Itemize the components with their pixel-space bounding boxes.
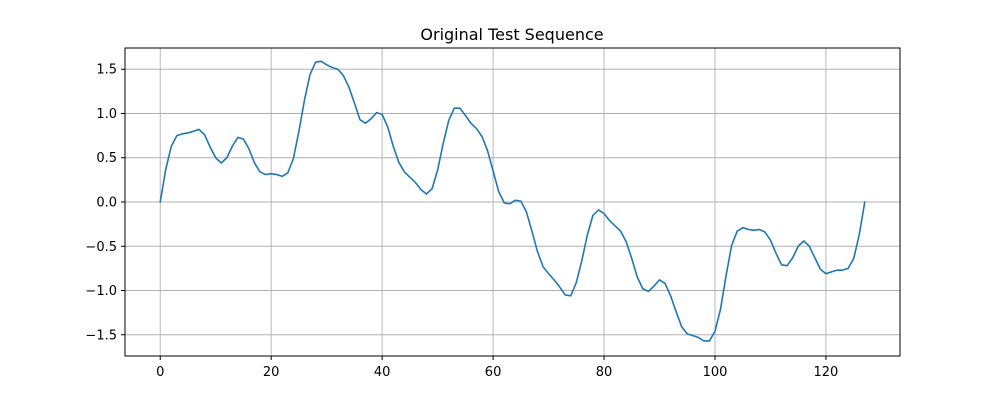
y-tick-label: 0.5 — [96, 151, 117, 166]
axis-ticks: 0 20 40 60 80 100 120 −1.5 −1.0 −0.5 0.0 0.5 1.0 1.5 — [85, 63, 838, 380]
y-tick-label: −1.5 — [85, 328, 117, 343]
x-tick-label: 60 — [485, 365, 502, 380]
x-tick-label: 80 — [596, 365, 613, 380]
x-tick-label: 40 — [374, 365, 391, 380]
y-tick-label: −1.0 — [85, 284, 117, 299]
y-tick-label: −0.5 — [85, 240, 117, 255]
y-tick-label: 1.0 — [96, 107, 117, 122]
y-tick-label: 1.5 — [96, 63, 117, 78]
y-tick-label: 0.0 — [96, 196, 117, 211]
x-tick-label: 0 — [156, 365, 164, 380]
series-layer — [159, 60, 866, 342]
series-line — [159, 60, 866, 342]
x-tick-label: 100 — [703, 365, 728, 380]
grid — [125, 48, 900, 356]
chart-title: Original Test Sequence — [420, 25, 603, 44]
x-tick-label: 20 — [263, 365, 280, 380]
x-tick-label: 120 — [814, 365, 839, 380]
